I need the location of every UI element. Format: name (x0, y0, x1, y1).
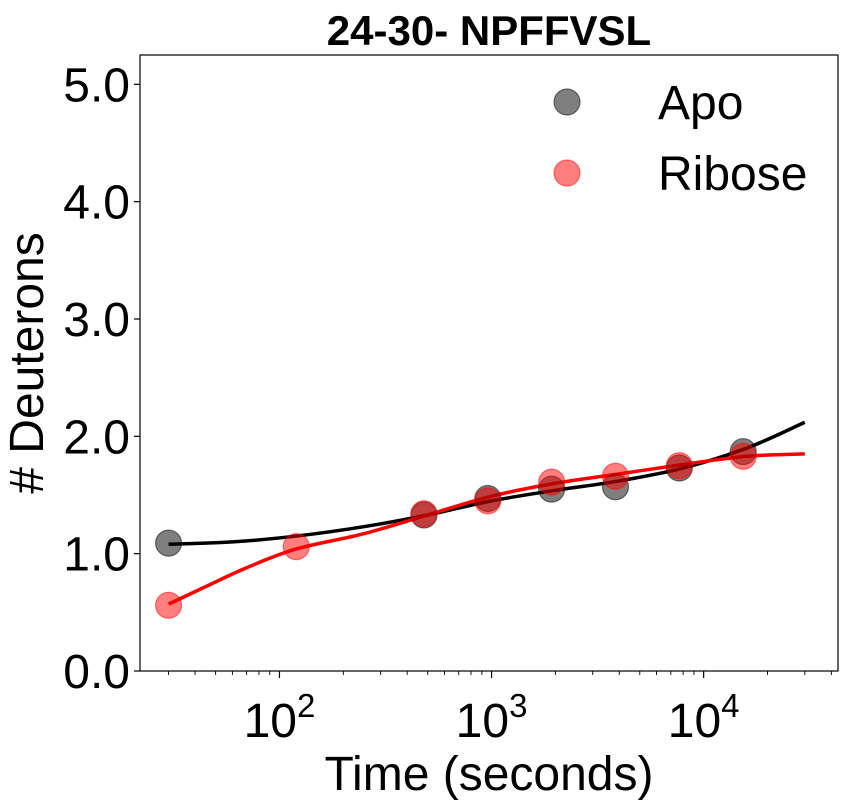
x-axis-label: Time (seconds) (325, 748, 654, 801)
legend-label-apo: Apo (658, 77, 743, 130)
data-point-ribose (729, 442, 757, 470)
legend-label-ribose: Ribose (658, 148, 807, 201)
y-tick-label: 5.0 (63, 59, 130, 112)
legend-marker-ribose (553, 159, 581, 187)
data-point-apo (154, 529, 183, 557)
data-point-ribose (410, 500, 438, 528)
y-tick-label: 3.0 (63, 294, 130, 347)
legend-marker-apo (553, 88, 581, 116)
y-tick-label: 2.0 (63, 411, 130, 464)
fit-line-apo (168, 420, 806, 547)
x-tick-label: 104 (668, 687, 740, 748)
axes: 0.0 1.0 2.0 3.0 4.0 5.0 102 103 104 (63, 59, 832, 748)
data-point-ribose (601, 462, 630, 490)
data-point-ribose (474, 487, 502, 515)
fit-line-ribose (167, 452, 805, 606)
data-point-ribose (282, 533, 310, 561)
data-point-ribose (538, 468, 566, 496)
plot-frame (139, 54, 839, 672)
y-tick-label: 0.0 (63, 646, 130, 699)
plot-area (154, 420, 806, 619)
y-axis-label: # Deuterons (1, 232, 54, 494)
legend: Apo Ribose (553, 77, 807, 201)
data-point-ribose (665, 452, 693, 480)
data-point-ribose (154, 591, 183, 619)
x-tick-label: 103 (456, 687, 528, 748)
y-tick-label: 4.0 (63, 177, 130, 230)
chart-title: 24-30- NPFFVSL (327, 7, 651, 54)
y-tick-label: 1.0 (63, 529, 130, 582)
x-tick-label: 102 (244, 687, 316, 748)
